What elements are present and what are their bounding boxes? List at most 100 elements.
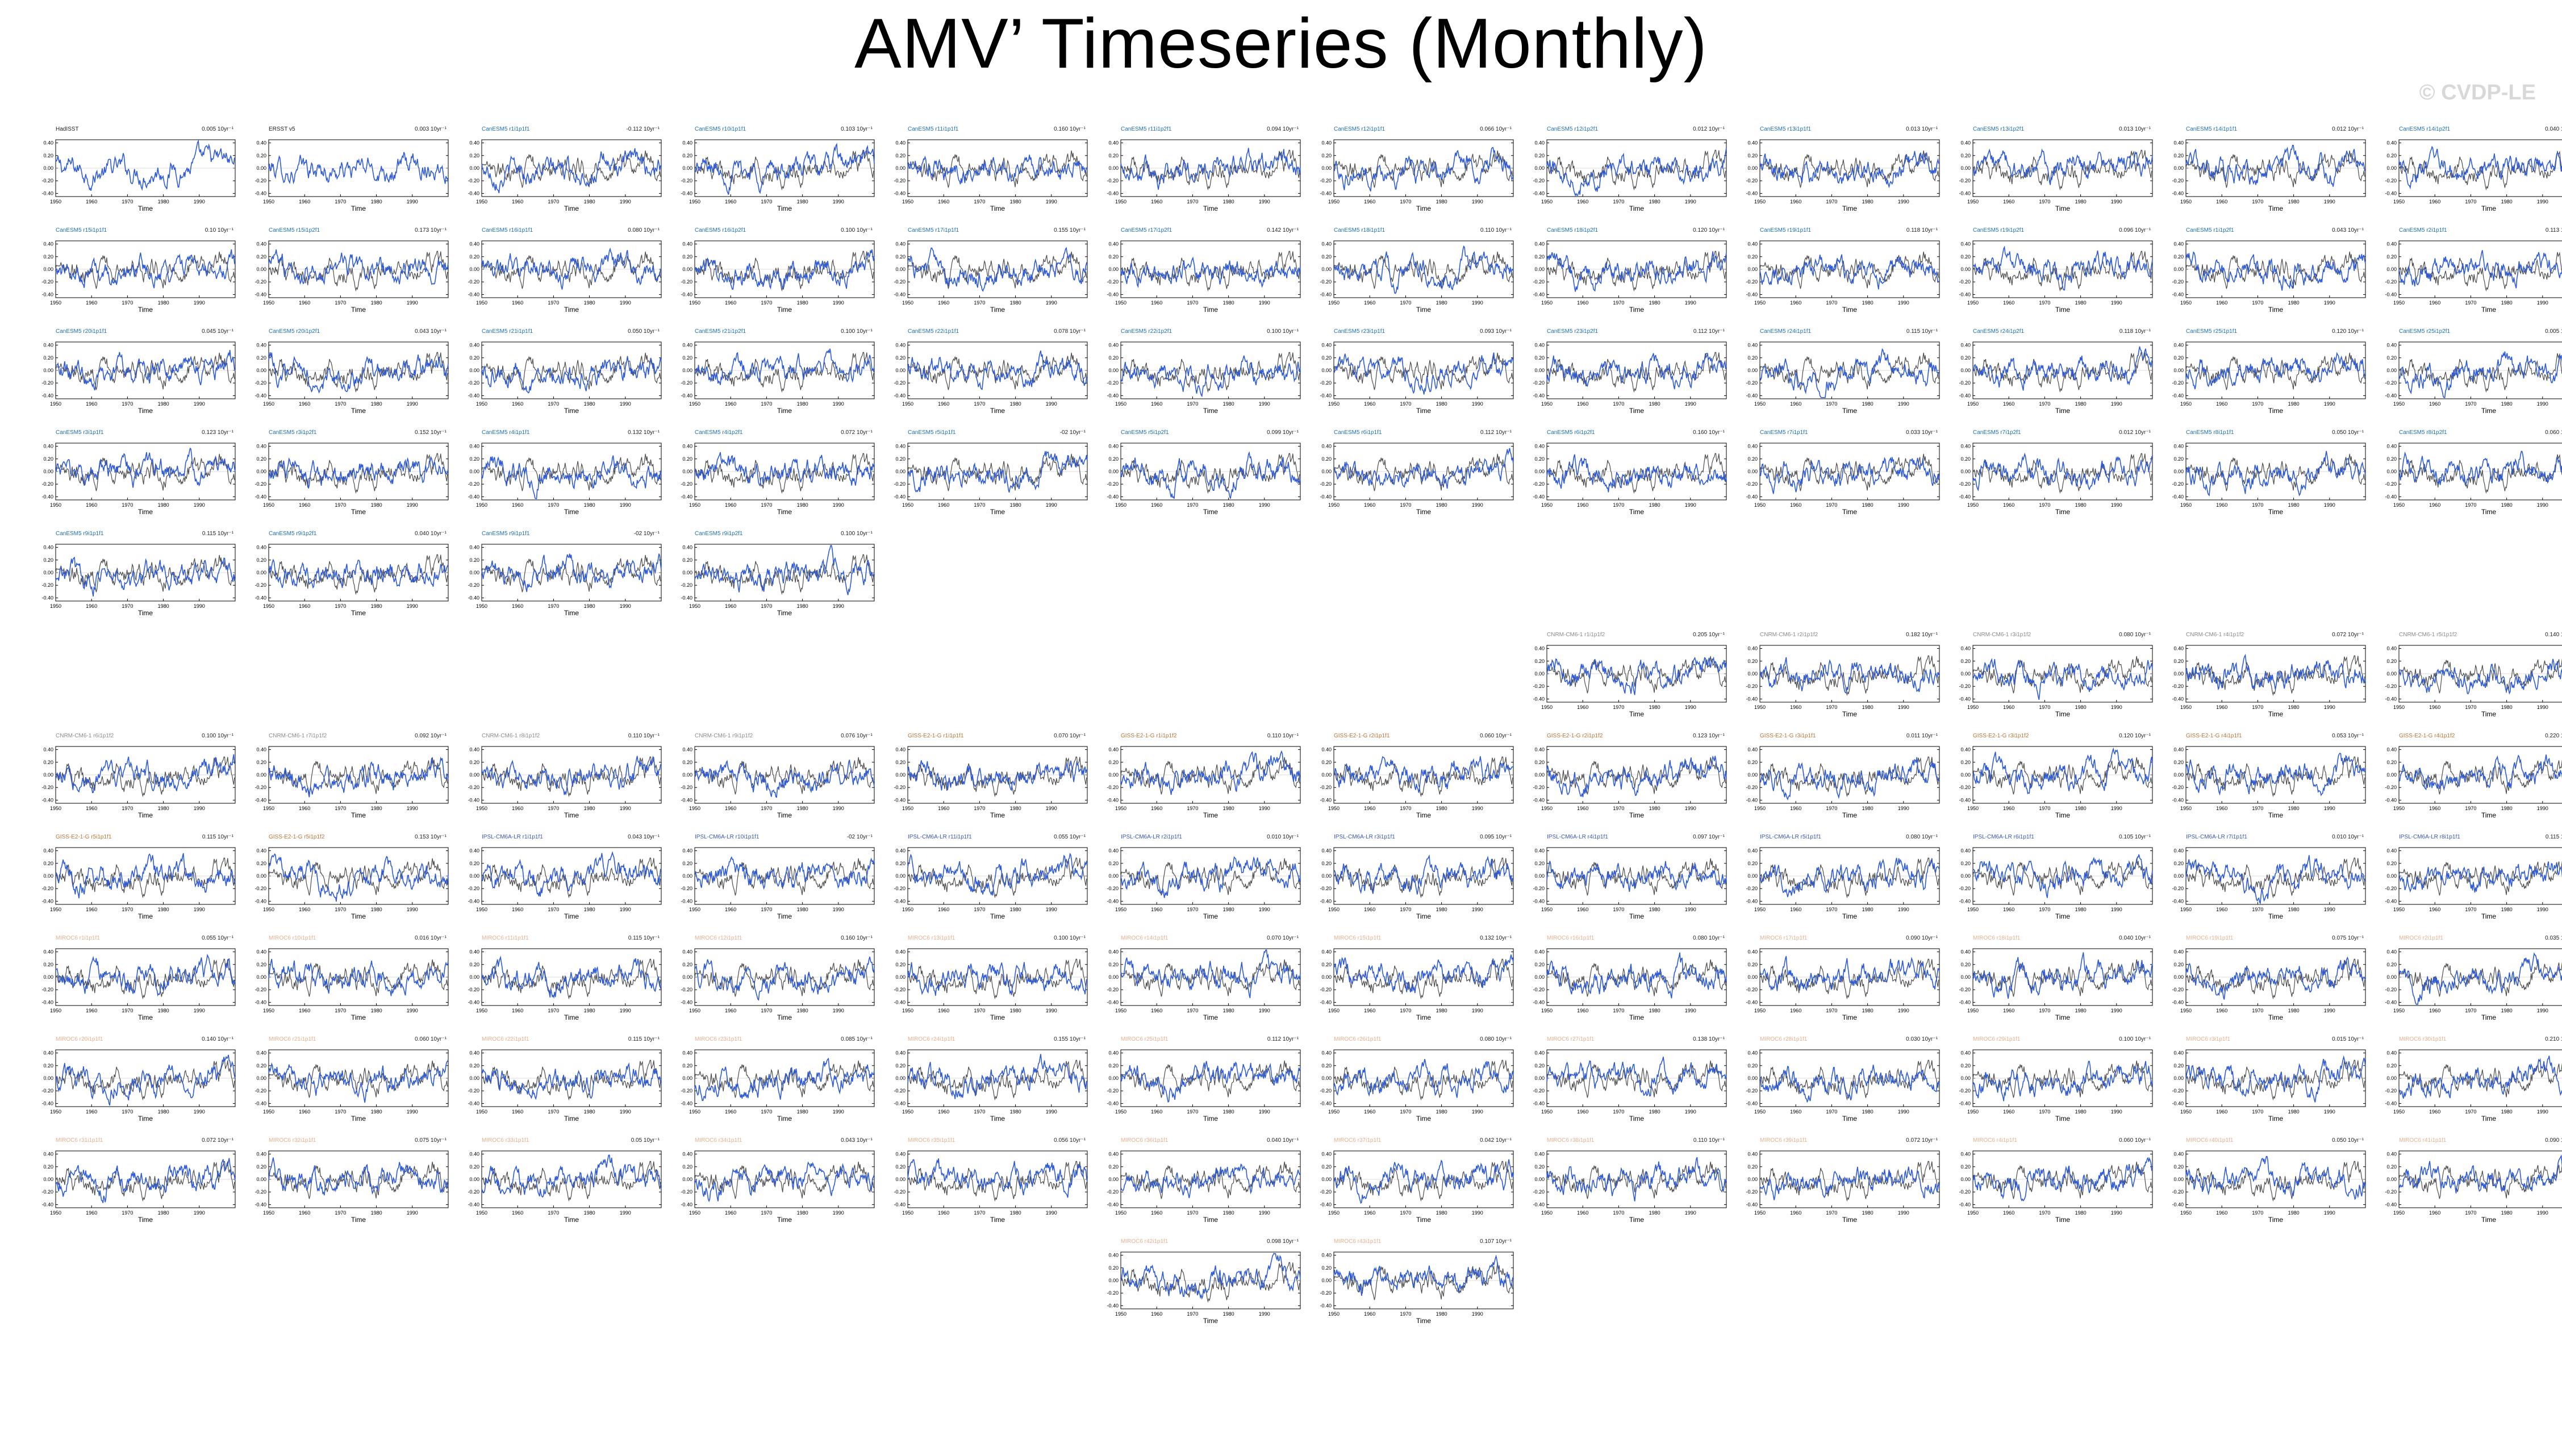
y-tick-label: 0.20 <box>469 355 479 361</box>
panel-trend: 0.05 10yr⁻¹ <box>631 1137 660 1144</box>
y-tick-label: -0.40 <box>468 898 479 904</box>
x-tick-label: 1950 <box>1967 401 1979 407</box>
y-tick-label: -0.20 <box>468 987 479 992</box>
panel-title: CanESM5 r5i1p1f1 <box>908 429 956 436</box>
y-tick-label: 0.20 <box>43 557 53 563</box>
y-tick-label: -0.40 <box>468 393 479 398</box>
x-tick-label: 1970 <box>335 300 346 306</box>
model-series-line <box>1546 147 1727 197</box>
x-axis-label: Time <box>2268 508 2284 516</box>
observed-series-line <box>481 756 662 798</box>
x-tick-label: 1980 <box>2501 300 2513 306</box>
x-tick-label: 1970 <box>2039 806 2050 811</box>
y-tick-label: 0.20 <box>469 456 479 462</box>
x-tick-label: 1990 <box>833 300 844 306</box>
y-tick-label: 0.40 <box>1747 140 1758 146</box>
x-tick-label: 1960 <box>2003 704 2014 710</box>
x-tick-label: 1990 <box>1472 1008 1483 1013</box>
x-axis-label: Time <box>1842 1115 1858 1123</box>
y-tick-label: -0.20 <box>41 582 53 588</box>
y-tick-label: 0.40 <box>469 241 479 247</box>
model-series-line <box>55 556 236 596</box>
y-tick-label: 0.00 <box>1960 1177 1971 1182</box>
y-tick-label: -0.40 <box>41 291 53 297</box>
y-tick-label: 0.40 <box>682 949 692 955</box>
y-tick-label: -0.20 <box>1746 886 1758 891</box>
x-tick-label: 1970 <box>1400 1311 1411 1317</box>
y-tick-label: -0.40 <box>1533 999 1545 1005</box>
model-series-line <box>268 352 449 394</box>
y-tick-label: -0.20 <box>1959 279 1971 285</box>
timeseries-panel: CanESM5 r19i1p2f1 0.096 10yr⁻¹ 0.40 0.20 0.0… <box>1945 227 2158 314</box>
panel-title: CanESM5 r15i1p2f1 <box>269 227 320 233</box>
x-tick-label: 1980 <box>158 806 169 811</box>
panel-title: GISS-E2-1-G r5i1p1f2 <box>269 834 325 840</box>
panel-trend: 0.010 10yr⁻¹ <box>1267 834 1299 840</box>
y-tick-label: -0.40 <box>41 393 53 398</box>
model-series-line <box>481 356 662 394</box>
y-tick-label: -0.40 <box>1107 1100 1119 1106</box>
observed-series-line <box>1972 149 2153 191</box>
panel-title: MIROC6 r23i1p1f1 <box>695 1036 742 1042</box>
x-axis-label: Time <box>1416 811 1432 819</box>
y-tick-label: 0.00 <box>1534 974 1545 980</box>
y-tick-label: 0.20 <box>1534 658 1545 664</box>
x-tick-label: 1950 <box>263 401 274 407</box>
x-tick-label: 1990 <box>1898 1008 1909 1013</box>
x-tick-label: 1970 <box>1400 1210 1411 1216</box>
panel-title: MIROC6 r26i1p1f1 <box>1334 1036 1382 1042</box>
y-tick-label: -0.40 <box>254 595 266 600</box>
model-series-line <box>1972 854 2153 898</box>
model-series-line <box>1120 256 1301 289</box>
panel-trend: 0.115 10yr⁻¹ <box>202 834 233 840</box>
x-tick-label: 1950 <box>476 401 487 407</box>
x-tick-label: 1980 <box>1649 502 1660 508</box>
y-tick-label: -0.20 <box>2172 1088 2184 1094</box>
model-series-line <box>481 1062 662 1100</box>
model-series-line <box>1333 352 1514 395</box>
x-tick-label: 1980 <box>584 300 595 306</box>
x-axis-label: Time <box>777 407 792 415</box>
y-tick-label: -0.20 <box>2385 380 2397 386</box>
x-tick-label: 1970 <box>1187 1311 1198 1317</box>
x-tick-label: 1950 <box>476 907 487 912</box>
y-tick-label: 0.00 <box>1747 368 1758 373</box>
y-tick-label: 0.00 <box>682 266 692 272</box>
y-tick-label: 0.40 <box>2386 444 2397 449</box>
y-tick-label: -0.40 <box>2172 1201 2184 1207</box>
x-tick-label: 1960 <box>1151 401 1162 407</box>
model-series-line <box>481 756 662 796</box>
x-axis-label: Time <box>2268 710 2284 718</box>
x-tick-label: 1970 <box>1613 907 1624 912</box>
x-tick-label: 1950 <box>1328 806 1340 811</box>
x-tick-label: 1960 <box>1151 806 1162 811</box>
x-tick-label: 1990 <box>2324 401 2335 407</box>
panel-title: CanESM5 r14i1p1f1 <box>2186 126 2238 132</box>
timeseries-panel: MIROC6 r12i1p1f1 0.160 10yr⁻¹ 0.40 0.20 0.00… <box>666 935 879 1021</box>
y-tick-label: 0.20 <box>1321 962 1332 967</box>
observed-series-line <box>1333 756 1514 798</box>
timeseries-panel: CNRM-CM6-1 r1i1p1f2 0.205 10yr⁻¹ 0.40 0.20 0… <box>1518 632 1731 718</box>
x-tick-label: 1980 <box>2501 704 2513 710</box>
panel-title: GISS-E2-1-G r3i1p1f1 <box>1760 733 1816 739</box>
timeseries-panel: IPSL-CM6A-LR r3i1p1f1 0.095 10yr⁻¹ 0.40 0.2… <box>1305 834 1518 920</box>
observed-series-line <box>907 857 1088 899</box>
x-tick-label: 1960 <box>2216 704 2227 710</box>
y-tick-label: 0.00 <box>1534 1075 1545 1081</box>
x-tick-label: 1960 <box>299 806 310 811</box>
x-tick-label: 1960 <box>1577 1210 1588 1216</box>
timeseries-panel: MIROC6 r26i1p1f1 0.080 10yr⁻¹ 0.40 0.20 0.00… <box>1305 1036 1518 1123</box>
panel-title: IPSL-CM6A-LR r6i1p1f1 <box>1973 834 2034 840</box>
